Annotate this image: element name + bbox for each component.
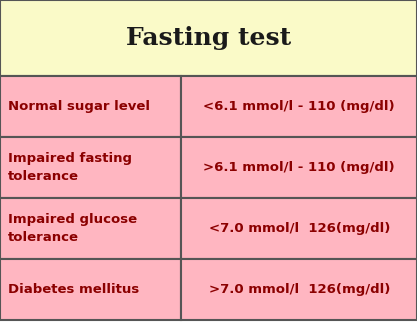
Bar [181, 76, 417, 137]
Text: Normal sugar level: Normal sugar level [8, 100, 150, 113]
Text: >7.0 mmol/l  126(mg/dl): >7.0 mmol/l 126(mg/dl) [208, 283, 390, 296]
Text: Impaired fasting
tolerance: Impaired fasting tolerance [8, 152, 132, 183]
Bar [0, 0, 417, 76]
Bar [181, 259, 417, 320]
Text: <6.1 mmol/l - 110 (mg/dl): <6.1 mmol/l - 110 (mg/dl) [203, 100, 395, 113]
Text: >6.1 mmol/l - 110 (mg/dl): >6.1 mmol/l - 110 (mg/dl) [203, 161, 395, 174]
Text: Diabetes mellitus: Diabetes mellitus [8, 283, 139, 296]
Bar [0, 259, 181, 320]
Text: Impaired glucose
tolerance: Impaired glucose tolerance [8, 213, 137, 244]
Bar [181, 198, 417, 259]
Bar [181, 137, 417, 198]
Bar [0, 76, 181, 137]
Bar [0, 137, 181, 198]
Text: Fasting test: Fasting test [126, 26, 291, 50]
Text: <7.0 mmol/l  126(mg/dl): <7.0 mmol/l 126(mg/dl) [208, 222, 390, 235]
Bar [0, 198, 181, 259]
